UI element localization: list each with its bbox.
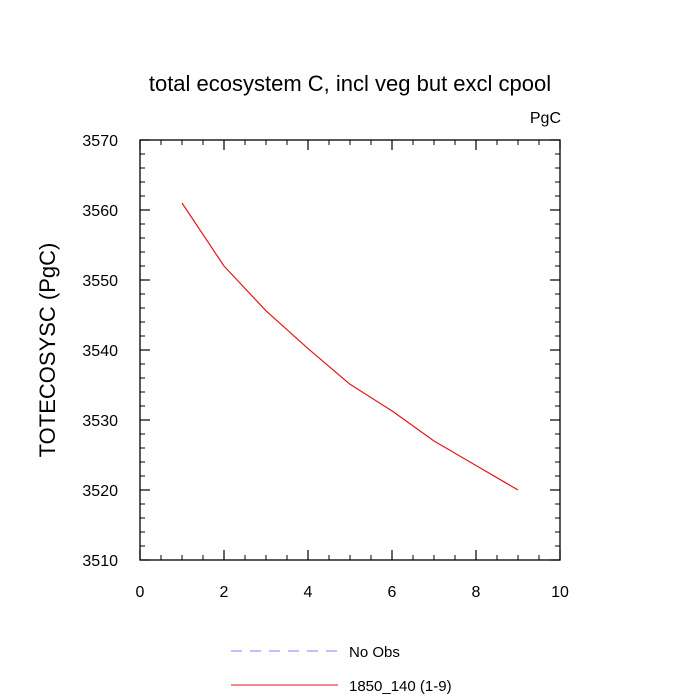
y-tick-label: 3550 xyxy=(82,273,118,290)
y-tick-label: 3510 xyxy=(82,553,118,570)
plot-frame xyxy=(139,139,561,561)
major-ticks xyxy=(139,139,561,561)
y-tick-label: 3520 xyxy=(82,483,118,500)
x-tick-label: 4 xyxy=(304,584,313,601)
x-tick-labels: 0 2 4 6 8 10 xyxy=(136,584,569,601)
units-label: PgC xyxy=(530,110,561,127)
x-tick-label: 10 xyxy=(551,584,569,601)
minor-ticks xyxy=(140,140,560,560)
x-tick-label: 2 xyxy=(220,584,229,601)
y-tick-label: 3570 xyxy=(82,133,118,150)
y-tick-label: 3530 xyxy=(82,413,118,430)
x-tick-label: 0 xyxy=(136,584,145,601)
y-tick-labels: 3510 3520 3530 3540 3550 3560 3570 xyxy=(82,133,118,570)
x-tick-label: 8 xyxy=(472,584,481,601)
legend-label-no-obs: No Obs xyxy=(349,644,400,661)
legend-label-1850-140: 1850_140 (1-9) xyxy=(349,678,452,695)
y-tick-label: 3560 xyxy=(82,203,118,220)
y-axis-label: TOTECOSYSC (PgC) xyxy=(35,243,60,458)
y-tick-label: 3540 xyxy=(82,343,118,360)
legend: No Obs 1850_140 (1-9) xyxy=(231,644,452,695)
chart-title: total ecosystem C, incl veg but excl cpo… xyxy=(149,71,551,96)
series-line-1850-140 xyxy=(181,202,519,491)
series-group xyxy=(181,202,519,491)
x-tick-label: 6 xyxy=(388,584,397,601)
